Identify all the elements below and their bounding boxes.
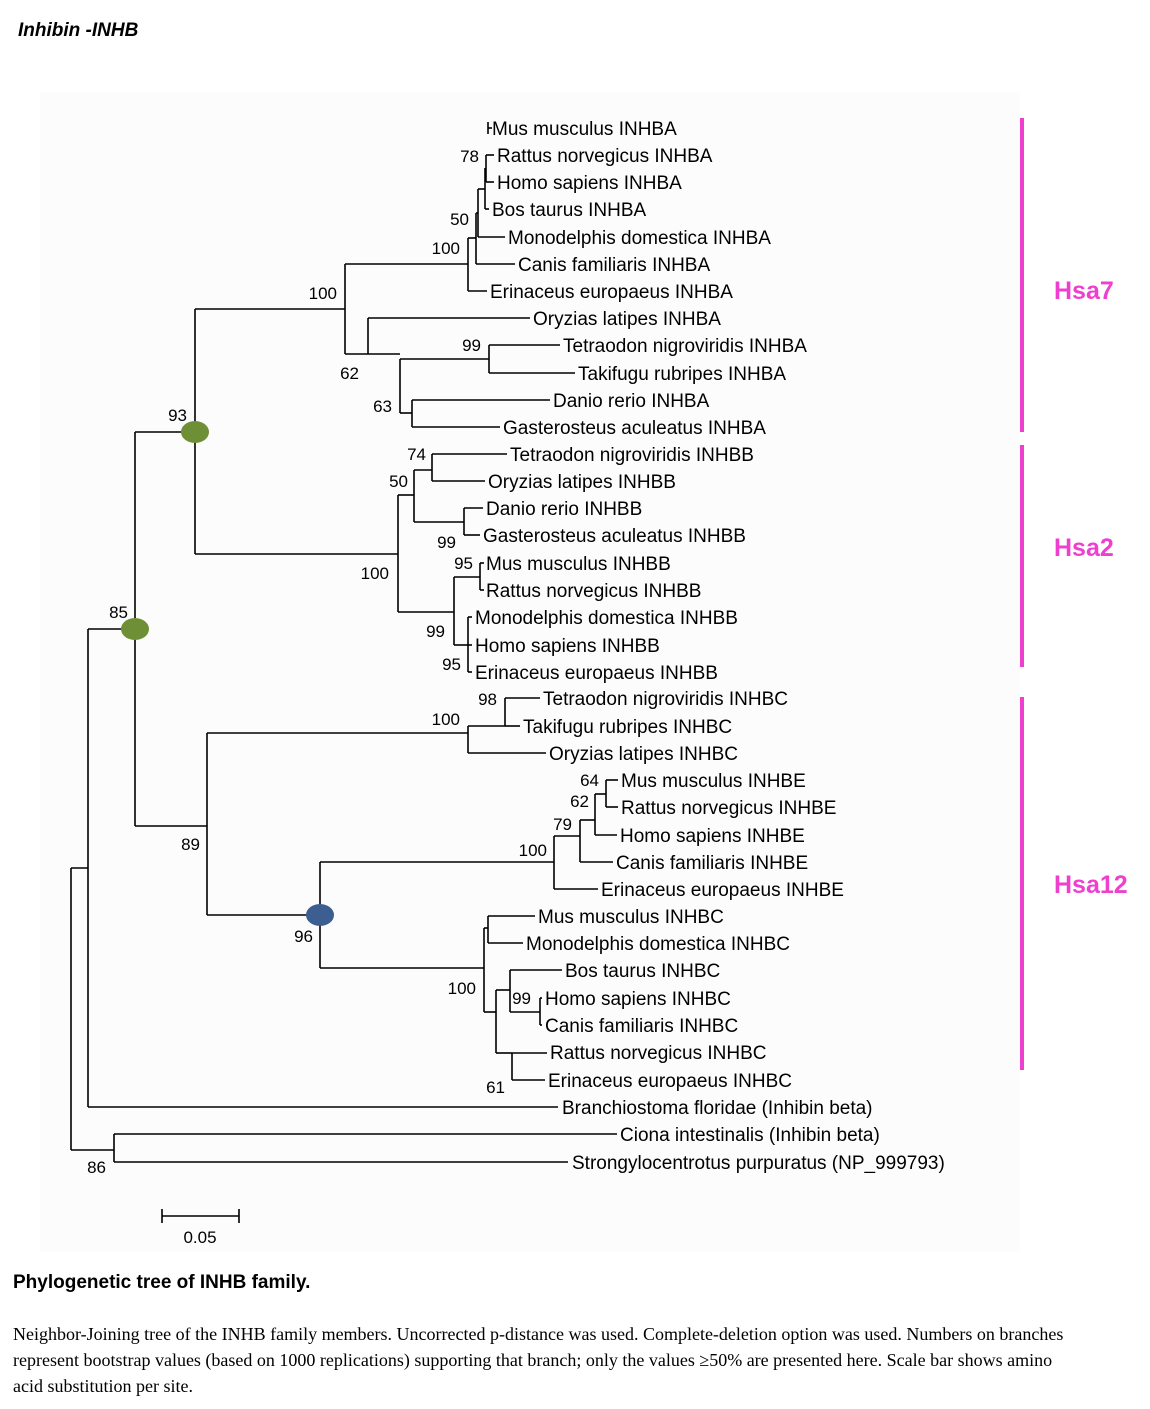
figure-panel (40, 92, 1020, 1252)
taxon-label: Canis familiaris INHBC (545, 1016, 738, 1037)
taxon-label: Rattus norvegicus INHBB (486, 581, 701, 602)
bootstrap-value: 50 (389, 472, 408, 491)
bootstrap-value: 100 (432, 710, 460, 729)
taxon-label: Rattus norvegicus INHBC (550, 1043, 766, 1064)
bootstrap-value: 79 (553, 815, 572, 834)
bootstrap-value: 63 (373, 397, 392, 416)
scale-bar-label: 0.05 (183, 1228, 216, 1247)
taxon-label: Erinaceus europaeus INHBE (601, 880, 844, 901)
taxon-label: Takifugu rubripes INHBA (578, 364, 786, 385)
taxon-label: Strongylocentrotus purpuratus (NP_999793… (572, 1153, 945, 1174)
taxon-label: Bos taurus INHBA (492, 200, 646, 221)
taxon-label: Canis familiaris INHBE (616, 853, 808, 874)
bootstrap-value: 96 (294, 927, 313, 946)
taxon-label: Monodelphis domestica INHBC (526, 934, 790, 955)
bootstrap-value: 99 (462, 336, 481, 355)
taxon-label: Takifugu rubripes INHBC (523, 717, 732, 738)
chromosome-groups: Hsa7 Hsa2 Hsa12 (1020, 118, 1128, 1070)
taxon-label: Tetraodon nigroviridis INHBB (510, 445, 754, 466)
taxon-label: Gasterosteus aculeatus INHBA (503, 418, 766, 439)
taxon-label: Erinaceus europaeus INHBC (548, 1071, 792, 1092)
bootstrap-value: 100 (361, 564, 389, 583)
taxon-label: Mus musculus INHBA (492, 119, 677, 140)
taxon-label: Oryzias latipes INHBB (488, 472, 676, 493)
page-title: Inhibin -INHB (18, 20, 139, 41)
bootstrap-value: 100 (309, 284, 337, 303)
taxon-label: Homo sapiens INHBE (620, 826, 805, 847)
node-marker-blue (306, 904, 334, 926)
node-marker-green (121, 618, 149, 640)
taxon-label: Oryzias latipes INHBC (549, 744, 738, 765)
taxon-label: Canis familiaris INHBA (518, 255, 710, 276)
bootstrap-value: 89 (181, 835, 200, 854)
bootstrap-value: 64 (580, 771, 599, 790)
bootstrap-value: 62 (340, 364, 359, 383)
bootstrap-value: 74 (407, 445, 426, 464)
taxon-label: Monodelphis domestica INHBB (475, 608, 738, 629)
bootstrap-value: 78 (460, 147, 479, 166)
bootstrap-value: 85 (109, 603, 128, 622)
taxon-label: Tetraodon nigroviridis INHBA (563, 336, 807, 357)
bootstrap-value: 86 (87, 1158, 106, 1177)
taxon-label: Rattus norvegicus INHBA (497, 146, 713, 167)
taxon-label: Mus musculus INHBE (621, 771, 806, 792)
bootstrap-value: 100 (519, 841, 547, 860)
taxon-label: Mus musculus INHBB (486, 554, 671, 575)
group-label-hsa12: Hsa12 (1054, 871, 1128, 899)
caption-title: Phylogenetic tree of INHB family. (13, 1272, 311, 1293)
taxon-label: Mus musculus INHBC (538, 907, 724, 928)
taxon-label: Ciona intestinalis (Inhibin beta) (620, 1125, 880, 1146)
group-label-hsa7: Hsa7 (1054, 277, 1114, 305)
bootstrap-value: 100 (448, 979, 476, 998)
taxon-label: Oryzias latipes INHBA (533, 309, 721, 330)
taxon-labels: Mus musculus INHBA Rattus norvegicus INH… (475, 119, 945, 1174)
bootstrap-value: 95 (442, 655, 461, 674)
bootstrap-value: 99 (512, 989, 531, 1008)
taxon-label: Tetraodon nigroviridis INHBC (543, 689, 788, 710)
bootstrap-value: 98 (478, 690, 497, 709)
taxon-label: Gasterosteus aculeatus INHBB (483, 526, 746, 547)
bootstrap-value: 99 (426, 622, 445, 641)
scale-bar (161, 1209, 240, 1223)
bootstrap-values: 78 50 100 100 99 62 63 93 74 50 99 95 10… (87, 147, 599, 1177)
bootstrap-value: 95 (454, 554, 473, 573)
bootstrap-value: 100 (432, 239, 460, 258)
taxon-label: Rattus norvegicus INHBE (621, 798, 836, 819)
tree-branches (70, 122, 618, 1163)
bootstrap-value: 93 (168, 406, 187, 425)
taxon-label: Erinaceus europaeus INHBB (475, 663, 718, 684)
taxon-label: Branchiostoma floridae (Inhibin beta) (562, 1098, 873, 1119)
taxon-label: Erinaceus europaeus INHBA (490, 282, 733, 303)
group-label-hsa2: Hsa2 (1054, 534, 1114, 562)
taxon-label: Danio rerio INHBB (486, 499, 642, 520)
taxon-label: Monodelphis domestica INHBA (508, 228, 771, 249)
bootstrap-value: 99 (437, 533, 456, 552)
node-marker-green (181, 421, 209, 443)
caption-text: Neighbor-Joining tree of the INHB family… (13, 1324, 1064, 1396)
taxon-label: Homo sapiens INHBB (475, 636, 660, 657)
taxon-label: Homo sapiens INHBA (497, 173, 682, 194)
bootstrap-value: 61 (486, 1078, 505, 1097)
bootstrap-value: 50 (450, 210, 469, 229)
taxon-label: Bos taurus INHBC (565, 961, 720, 982)
bootstrap-value: 62 (570, 792, 589, 811)
taxon-label: Danio rerio INHBA (553, 391, 710, 412)
taxon-label: Homo sapiens INHBC (545, 989, 731, 1010)
